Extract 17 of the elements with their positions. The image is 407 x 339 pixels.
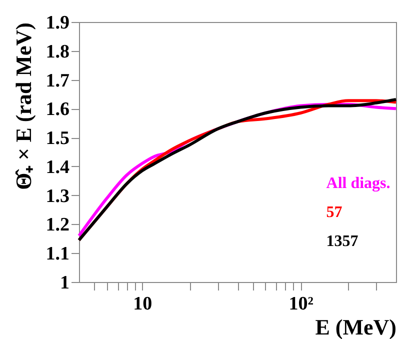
y-tick-label: 1.9 — [46, 12, 70, 34]
y-tick-label: 1.1 — [46, 244, 70, 265]
x-tick-label: 10² — [288, 294, 314, 314]
y-tick-label: 1.5 — [46, 128, 70, 150]
y-axis-title: Θ̂₊ × E (rad MeV) — [10, 22, 36, 190]
text: All diags. — [326, 175, 390, 192]
y-tick-label: 1 — [60, 272, 70, 294]
y-tick-label: 1.2 — [46, 214, 70, 236]
x-axis-title: E (MeV) — [315, 314, 396, 339]
y-tick-label: 1.4 — [46, 156, 70, 178]
x-tick-label: 10 — [133, 294, 152, 314]
y-tick-label: 1.7 — [46, 70, 70, 92]
y-tick-label: 1.8 — [46, 41, 70, 62]
y-tick-label: 1.6 — [46, 99, 70, 120]
text: 57 — [326, 204, 342, 222]
y-tick-label: 1.3 — [46, 186, 70, 207]
text: 1357 — [326, 233, 358, 250]
